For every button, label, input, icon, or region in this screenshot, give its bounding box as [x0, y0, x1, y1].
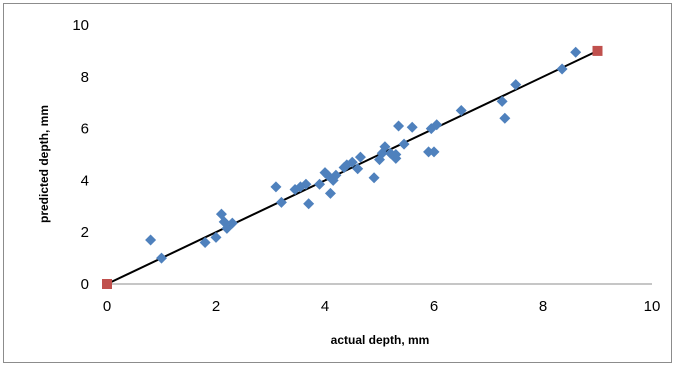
y-tick-label: 2 — [81, 224, 89, 241]
data-point — [406, 121, 418, 133]
data-point — [145, 234, 157, 246]
data-point — [199, 237, 211, 249]
tick-labels: 0 2 4 6 8 10 0 2 4 6 8 10 — [72, 17, 660, 315]
data-point — [314, 178, 326, 190]
data-point — [226, 217, 238, 229]
endpoint-marker — [592, 45, 603, 56]
endpoint-marker — [102, 279, 112, 289]
data-point — [300, 178, 312, 190]
data-point — [510, 79, 522, 91]
data-point — [368, 172, 380, 184]
y-tick-label: 10 — [72, 17, 89, 34]
y-tick-label: 6 — [81, 121, 89, 138]
data-point — [398, 138, 410, 150]
data-point — [570, 46, 582, 58]
y-tick-label: 4 — [81, 172, 89, 189]
data-point — [425, 123, 437, 135]
data-point — [270, 181, 282, 193]
data-point — [431, 119, 443, 131]
x-tick-label: 6 — [430, 298, 438, 315]
data-point — [455, 104, 467, 116]
data-point — [156, 252, 167, 264]
data-point — [354, 151, 366, 163]
data-point — [346, 156, 358, 168]
data-point — [556, 63, 568, 75]
data-point — [352, 163, 364, 175]
data-point — [210, 231, 222, 243]
chart-frame — [3, 3, 672, 363]
endpoint-markers — [102, 45, 603, 289]
data-point — [499, 112, 511, 124]
data-point — [390, 149, 402, 160]
data-point — [324, 187, 336, 199]
x-tick-label: 8 — [539, 298, 547, 315]
data-point — [428, 146, 440, 158]
x-tick-label: 0 — [103, 298, 111, 315]
data-point — [330, 169, 342, 181]
data-point — [303, 198, 315, 210]
data-point — [275, 196, 287, 208]
data-point — [496, 95, 508, 107]
x-tick-label: 10 — [644, 298, 661, 315]
x-axis-title: actual depth, mm — [331, 333, 430, 347]
data-point — [393, 120, 405, 132]
y-axis-title: predicted depth, mm — [37, 105, 51, 223]
x-tick-label: 4 — [321, 298, 329, 315]
y-tick-label: 0 — [81, 276, 89, 293]
x-tick-label: 2 — [212, 298, 220, 315]
data-point — [379, 141, 391, 153]
data-points — [145, 46, 582, 264]
y-tick-label: 8 — [81, 69, 89, 86]
